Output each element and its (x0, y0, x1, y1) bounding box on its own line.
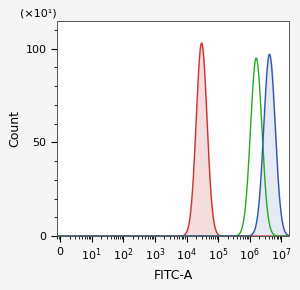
X-axis label: FITC-A: FITC-A (154, 269, 193, 282)
Y-axis label: Count: Count (8, 110, 21, 147)
Text: (×10¹): (×10¹) (20, 8, 56, 18)
